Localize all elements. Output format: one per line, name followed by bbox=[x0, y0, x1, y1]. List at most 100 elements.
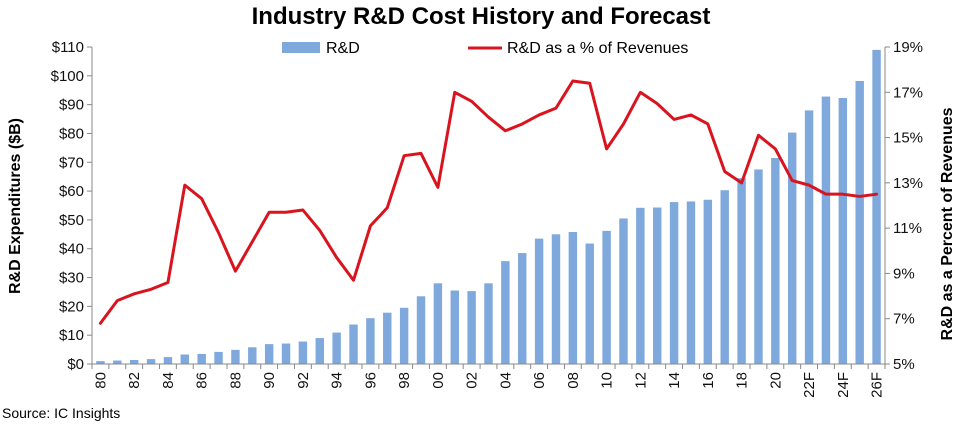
y-right-tick-label: 11% bbox=[893, 220, 922, 237]
x-tick-label: 08 bbox=[565, 372, 582, 389]
y-left-tick-label: $70 bbox=[59, 154, 84, 171]
bar-98 bbox=[399, 307, 409, 364]
y-right-tick-label: 13% bbox=[893, 175, 923, 192]
bar-11 bbox=[619, 218, 628, 364]
bar-95 bbox=[349, 324, 358, 364]
x-tick-label: 90 bbox=[261, 372, 278, 389]
x-tick-label: 24F bbox=[835, 372, 852, 398]
x-tick-label: 88 bbox=[227, 372, 244, 389]
y-axis-left: $0 $10 $20 $30 $40 $50 $60 $70 $80 $90 $100 $110 bbox=[51, 39, 93, 373]
y-right-tick-label: 15% bbox=[893, 130, 923, 147]
bar-14 bbox=[669, 202, 679, 364]
legend-label-pct: R&D as a % of Revenues bbox=[507, 40, 688, 57]
bar-23F bbox=[821, 96, 831, 365]
x-tick-label: 94 bbox=[329, 372, 346, 389]
bar-00 bbox=[433, 283, 443, 364]
x-tick-label: 98 bbox=[396, 372, 413, 389]
source-note: Source: IC Insights bbox=[2, 405, 120, 421]
x-tick-label: 10 bbox=[599, 372, 616, 389]
y-left-tick-label: $110 bbox=[52, 39, 84, 56]
bar-10 bbox=[602, 230, 611, 364]
x-tick-label: 02 bbox=[464, 372, 481, 389]
bar-82 bbox=[129, 359, 139, 364]
bar-24F bbox=[838, 98, 848, 364]
x-tick-label: 26F bbox=[869, 372, 886, 398]
bar-81 bbox=[113, 360, 122, 364]
y-left-tick-label: $0 bbox=[67, 356, 84, 373]
bar-97 bbox=[383, 312, 392, 364]
bar-20 bbox=[771, 157, 780, 364]
bar-93 bbox=[315, 338, 324, 364]
x-tick-label: 82 bbox=[126, 372, 143, 389]
bar-19 bbox=[754, 169, 763, 364]
bar-03 bbox=[484, 283, 493, 364]
x-tick-label: 12 bbox=[632, 372, 649, 389]
bar-86 bbox=[197, 353, 206, 364]
bar-80 bbox=[96, 361, 105, 364]
bar-05 bbox=[518, 253, 527, 364]
bar-08 bbox=[568, 232, 578, 364]
bar-21 bbox=[787, 132, 797, 364]
bar-01 bbox=[450, 290, 459, 364]
y-left-tick-label: $20 bbox=[59, 298, 84, 315]
bar-02 bbox=[467, 291, 476, 364]
y-right-tick-label: 7% bbox=[893, 311, 915, 328]
y-left-tick-label: $30 bbox=[59, 270, 84, 287]
y-right-tick-label: 5% bbox=[893, 356, 915, 373]
y-right-tick-label: 17% bbox=[893, 84, 923, 101]
bar-89 bbox=[248, 347, 257, 364]
bar-07 bbox=[551, 234, 561, 364]
bar-25F bbox=[855, 81, 864, 364]
x-tick-label: 06 bbox=[531, 372, 548, 389]
x-tick-label: 92 bbox=[295, 372, 312, 389]
y-axis-right-title: R&D as a Percent of Revenues bbox=[939, 107, 956, 340]
bar-92 bbox=[298, 341, 308, 364]
bar-18 bbox=[737, 178, 746, 364]
y-axis-right: 5% 7% 9% 11% 13% 15% 17% 19% bbox=[884, 39, 923, 373]
x-tick-label: 18 bbox=[734, 372, 751, 389]
bar-91 bbox=[281, 343, 291, 364]
y-left-tick-label: $80 bbox=[59, 125, 84, 142]
bar-84 bbox=[163, 357, 173, 364]
y-axis-left-title: R&D Expenditures ($B) bbox=[7, 118, 24, 294]
bar-26F bbox=[872, 49, 881, 365]
bar-15 bbox=[686, 201, 696, 364]
legend-swatch-rd bbox=[282, 42, 320, 53]
bar-series bbox=[96, 49, 881, 365]
x-tick-label: 96 bbox=[362, 372, 379, 389]
bar-17 bbox=[720, 190, 729, 364]
bar-12 bbox=[636, 207, 645, 364]
x-tick-label: 14 bbox=[666, 372, 683, 389]
x-tick-label: 00 bbox=[430, 372, 447, 389]
bar-06 bbox=[534, 238, 544, 364]
bar-13 bbox=[653, 207, 662, 364]
x-tick-label: 80 bbox=[92, 372, 109, 389]
bar-83 bbox=[146, 359, 156, 364]
bar-04 bbox=[501, 261, 510, 364]
x-tick-label: 04 bbox=[497, 372, 514, 389]
x-tick-label: 16 bbox=[700, 372, 717, 389]
plot-area: $0 $10 $20 $30 $40 $50 $60 $70 $80 $90 $100 $110 5%… bbox=[51, 39, 923, 398]
y-left-tick-label: $50 bbox=[59, 212, 84, 229]
bar-87 bbox=[214, 351, 223, 364]
chart-title: Industry R&D Cost History and Forecast bbox=[252, 3, 711, 30]
bar-96 bbox=[366, 318, 375, 364]
y-left-tick-label: $10 bbox=[59, 327, 84, 344]
legend-label-rd: R&D bbox=[326, 40, 360, 57]
x-tick-label: 84 bbox=[160, 372, 177, 389]
y-left-tick-label: $40 bbox=[59, 241, 84, 258]
bar-85 bbox=[180, 354, 190, 364]
x-tick-label: 22F bbox=[801, 372, 818, 398]
x-tick-label: 20 bbox=[767, 372, 784, 389]
y-left-tick-label: $100 bbox=[51, 68, 84, 85]
y-right-tick-label: 19% bbox=[893, 39, 923, 56]
bar-22F bbox=[804, 110, 814, 365]
bar-16 bbox=[703, 199, 713, 364]
y-left-tick-label: $60 bbox=[59, 183, 84, 200]
bar-99 bbox=[416, 296, 426, 364]
x-tick-label: 86 bbox=[194, 372, 211, 389]
bar-90 bbox=[264, 344, 274, 364]
y-right-tick-label: 9% bbox=[893, 265, 915, 282]
line-series-group bbox=[98, 79, 879, 325]
